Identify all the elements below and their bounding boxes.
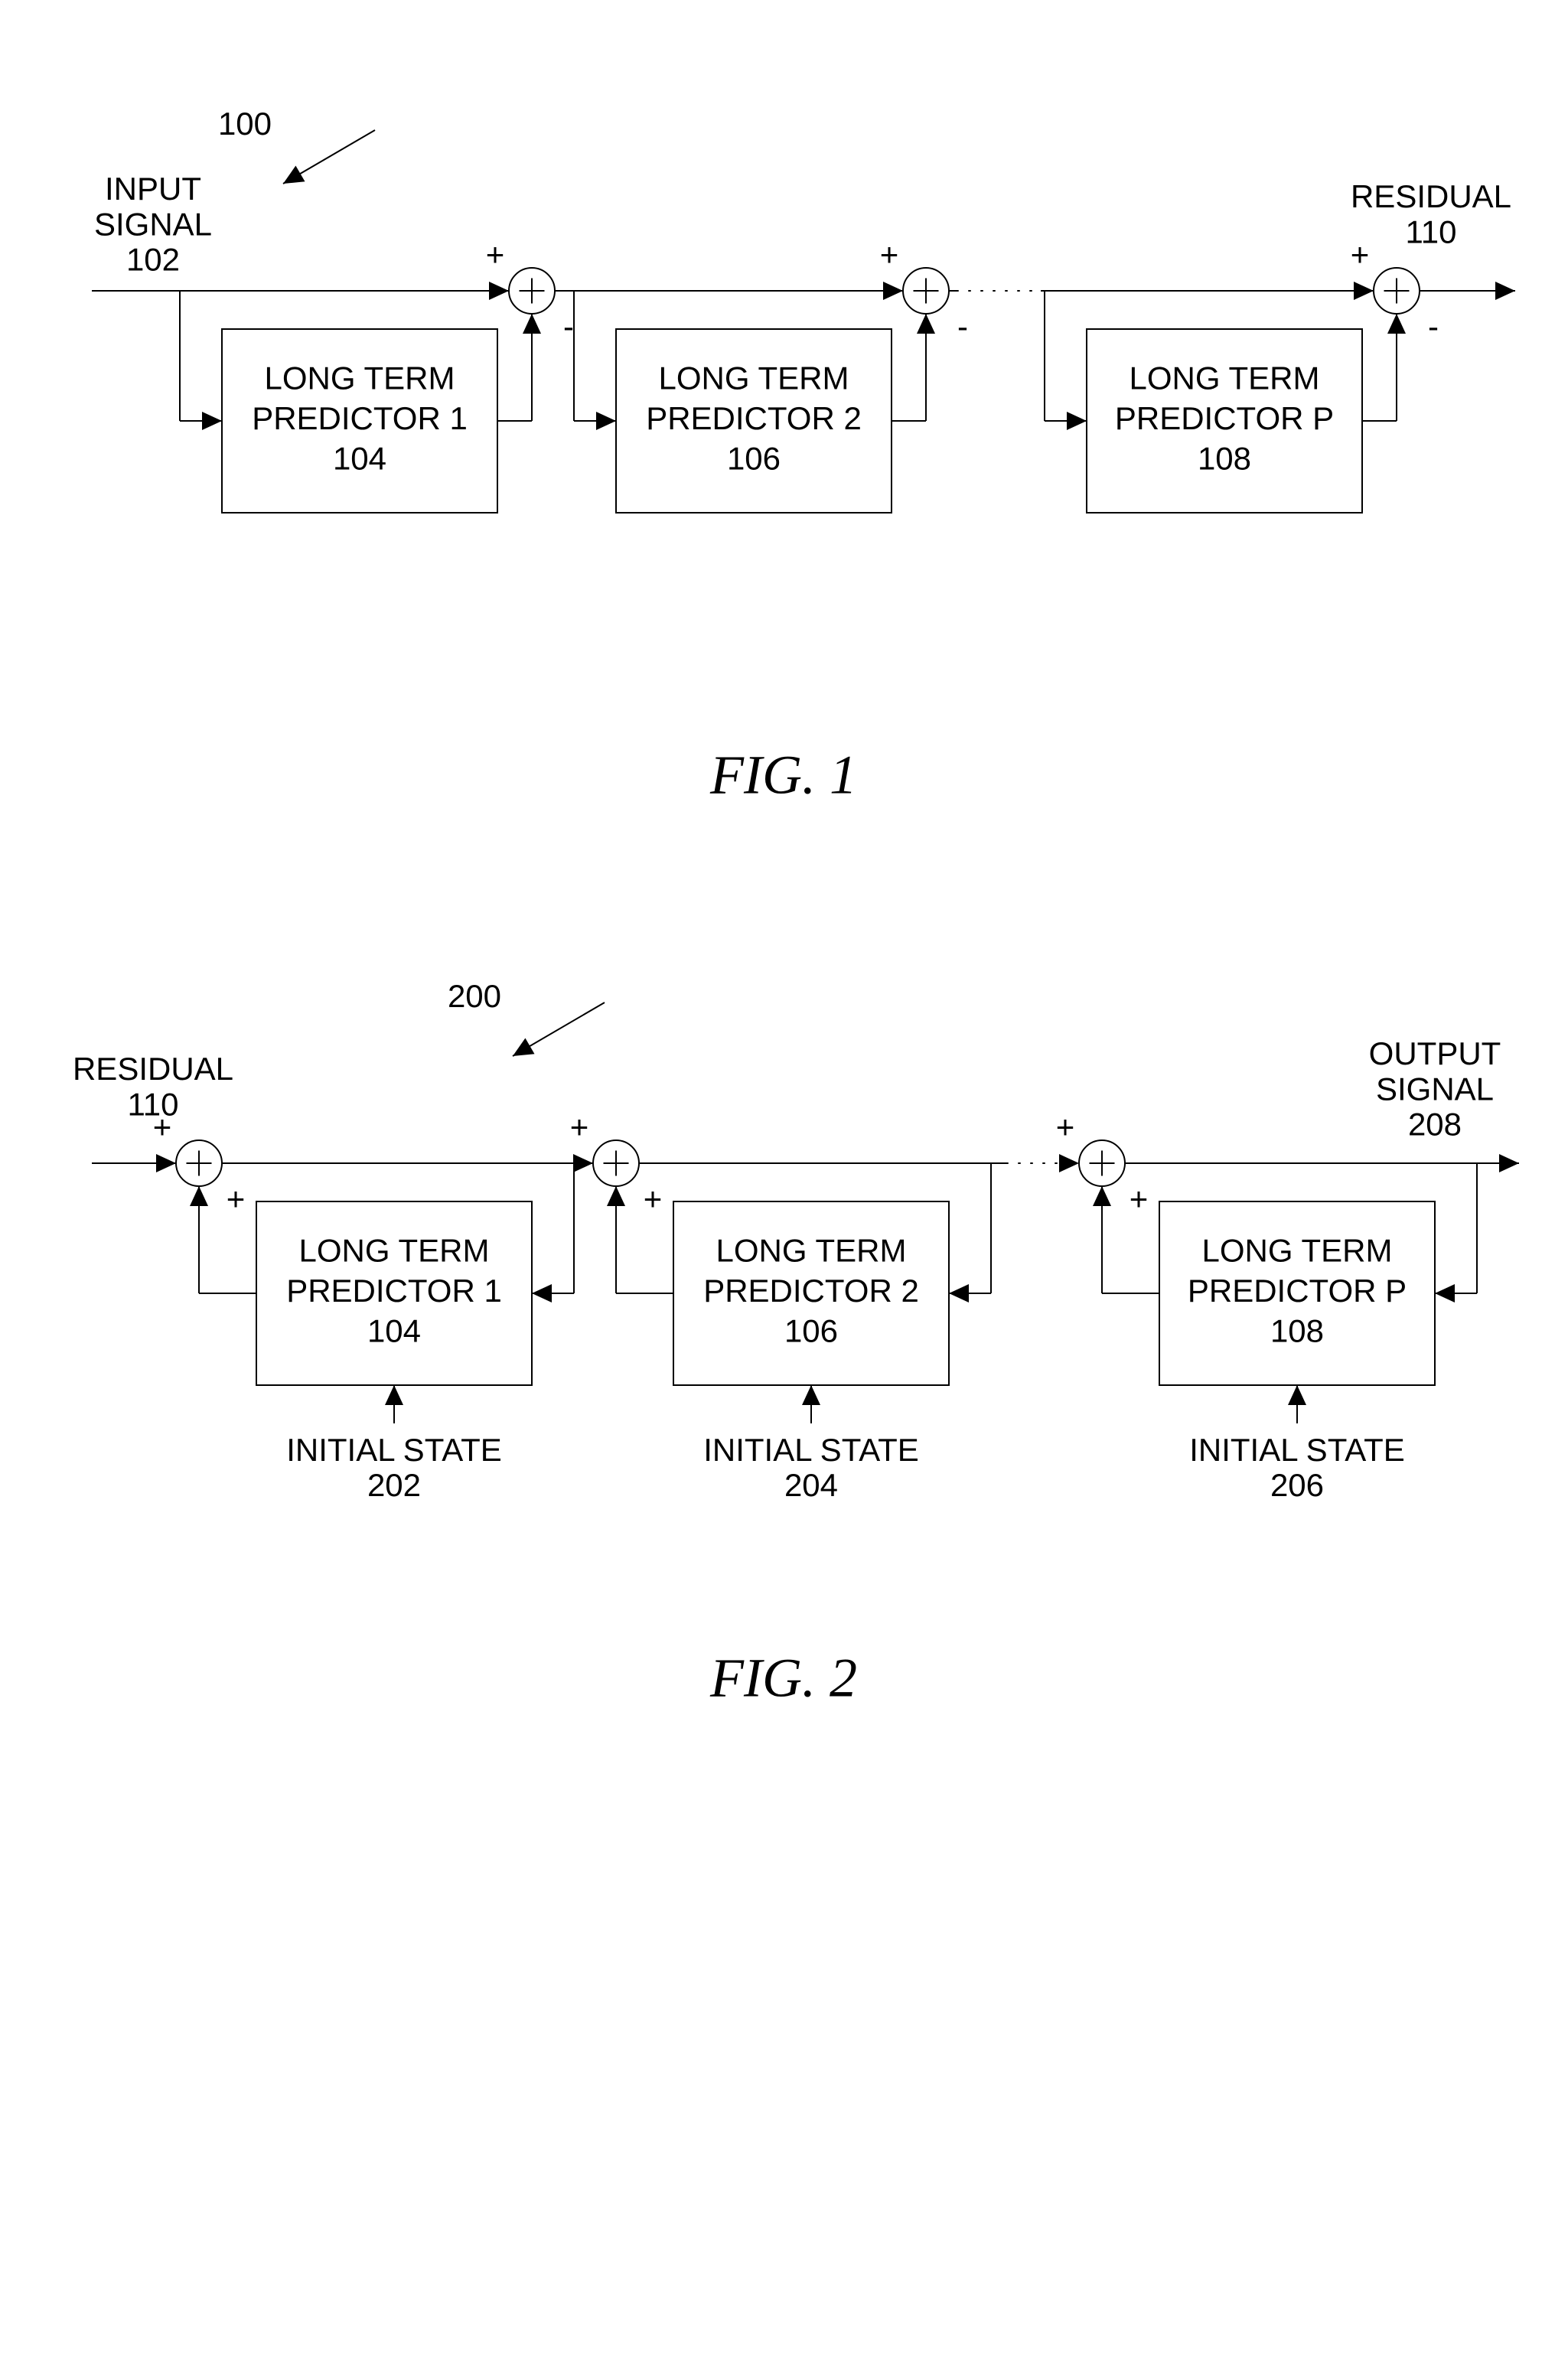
fb-box: LONG TERM PREDICTOR 1 104 xyxy=(256,1201,532,1385)
svg-text:108: 108 xyxy=(1270,1313,1324,1349)
svg-text:110: 110 xyxy=(1406,214,1457,249)
fb-sum xyxy=(1079,1140,1125,1186)
predictor-2-box: LONG TERM PREDICTOR 2 106 xyxy=(616,329,892,513)
svg-text:LONG TERM: LONG TERM xyxy=(299,1233,490,1269)
svg-text:+: + xyxy=(644,1181,663,1217)
fb-box: LONG TERM PREDICTOR P 108 xyxy=(1159,1201,1435,1385)
svg-text:LONG TERM: LONG TERM xyxy=(265,360,455,396)
svg-text:PREDICTOR 1: PREDICTOR 1 xyxy=(252,400,468,436)
svg-text:RESIDUAL: RESIDUAL xyxy=(73,1051,233,1087)
svg-text:INPUT: INPUT xyxy=(105,171,201,207)
svg-text:RESIDUAL: RESIDUAL xyxy=(1351,178,1511,214)
svg-text:108: 108 xyxy=(1198,441,1251,477)
svg-text:PREDICTOR 2: PREDICTOR 2 xyxy=(646,400,862,436)
svg-text:LONG TERM: LONG TERM xyxy=(1130,360,1320,396)
svg-text:208: 208 xyxy=(1408,1106,1462,1142)
svg-text:204: 204 xyxy=(784,1467,838,1503)
svg-text:OUTPUT: OUTPUT xyxy=(1369,1035,1501,1071)
svg-text:PREDICTOR P: PREDICTOR P xyxy=(1115,400,1334,436)
svg-text:LONG TERM: LONG TERM xyxy=(716,1233,907,1269)
svg-text:104: 104 xyxy=(333,441,386,477)
svg-text:PREDICTOR 1: PREDICTOR 1 xyxy=(286,1273,502,1309)
svg-text:100: 100 xyxy=(218,106,272,142)
svg-text:200: 200 xyxy=(448,978,501,1014)
predictor-p-box: LONG TERM PREDICTOR P 108 xyxy=(1087,329,1362,513)
svg-text:-: - xyxy=(957,308,968,344)
svg-text:+: + xyxy=(227,1181,246,1217)
predictor-2-box-sum xyxy=(903,268,949,314)
svg-text:+: + xyxy=(486,236,505,272)
svg-text:106: 106 xyxy=(727,441,781,477)
predictor-1-box-sum xyxy=(509,268,555,314)
svg-text:FIG. 2: FIG. 2 xyxy=(709,1648,857,1709)
svg-text:+: + xyxy=(880,236,899,272)
svg-text:+: + xyxy=(1351,236,1370,272)
svg-text:INITIAL STATE: INITIAL STATE xyxy=(286,1432,502,1468)
svg-text:106: 106 xyxy=(784,1313,838,1349)
svg-text:PREDICTOR 2: PREDICTOR 2 xyxy=(703,1273,919,1309)
svg-text:+: + xyxy=(153,1109,172,1145)
svg-text:-: - xyxy=(1428,308,1439,344)
predictor-1-box: LONG TERM PREDICTOR 1 104 xyxy=(222,329,497,513)
svg-text:LONG TERM: LONG TERM xyxy=(659,360,849,396)
svg-text:SIGNAL: SIGNAL xyxy=(1376,1071,1494,1107)
svg-text:+: + xyxy=(570,1109,589,1145)
svg-text:104: 104 xyxy=(367,1313,421,1349)
svg-text:INITIAL STATE: INITIAL STATE xyxy=(703,1432,919,1468)
svg-text:FIG. 1: FIG. 1 xyxy=(709,745,857,806)
svg-text:LONG TERM: LONG TERM xyxy=(1202,1233,1393,1269)
svg-text:206: 206 xyxy=(1270,1467,1324,1503)
fb-box: LONG TERM PREDICTOR 2 106 xyxy=(673,1201,949,1385)
svg-text:+: + xyxy=(1056,1109,1075,1145)
fb-sum xyxy=(176,1140,222,1186)
predictor-p-box-sum xyxy=(1374,268,1420,314)
svg-text:-: - xyxy=(563,308,574,344)
svg-text:SIGNAL: SIGNAL xyxy=(94,206,212,242)
fb-sum xyxy=(593,1140,639,1186)
svg-text:+: + xyxy=(1130,1181,1149,1217)
svg-text:202: 202 xyxy=(367,1467,421,1503)
svg-text:PREDICTOR P: PREDICTOR P xyxy=(1188,1273,1407,1309)
svg-text:INITIAL STATE: INITIAL STATE xyxy=(1189,1432,1405,1468)
svg-text:102: 102 xyxy=(126,241,180,277)
